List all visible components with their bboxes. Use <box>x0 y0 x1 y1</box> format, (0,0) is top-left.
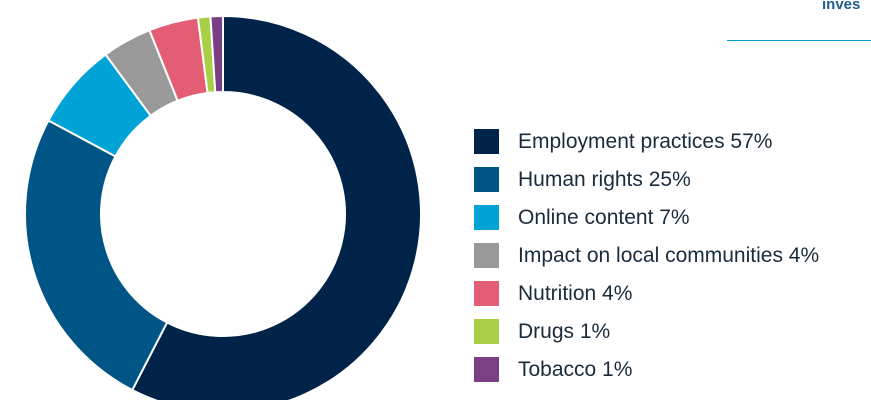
legend-swatch <box>474 281 499 306</box>
legend-item: Drugs 1% <box>474 319 819 344</box>
legend-item: Human rights 25% <box>474 167 819 192</box>
legend-label: Online content 7% <box>518 206 690 229</box>
legend-swatch <box>474 243 499 268</box>
legend-item: Nutrition 4% <box>474 281 819 306</box>
legend-swatch <box>474 357 499 382</box>
legend-label: Employment practices 57% <box>518 130 773 153</box>
legend-swatch <box>474 205 499 230</box>
legend-item: Online content 7% <box>474 205 819 230</box>
legend-label: Drugs 1% <box>518 320 611 343</box>
donut-chart <box>24 14 422 400</box>
legend-label: Tobacco 1% <box>518 358 633 381</box>
legend-label: Impact on local communities 4% <box>518 244 820 267</box>
heading-rule <box>727 40 871 41</box>
donut-slice-human-rights <box>24 119 169 392</box>
donut-slice-tobacco <box>209 14 224 94</box>
legend-item: Tobacco 1% <box>474 357 819 382</box>
legend-swatch <box>474 129 499 154</box>
legend-swatch <box>474 319 499 344</box>
legend-item: Employment practices 57% <box>474 129 819 154</box>
legend-label: Nutrition 4% <box>518 282 633 305</box>
donut-slice-employment-practices <box>130 14 422 400</box>
legend-label: Human rights 25% <box>518 168 691 191</box>
legend-swatch <box>474 167 499 192</box>
legend-item: Impact on local communities 4% <box>474 243 819 268</box>
chart-legend: Employment practices 57% Human rights 25%… <box>474 129 819 395</box>
partial-heading: inves <box>822 0 861 13</box>
